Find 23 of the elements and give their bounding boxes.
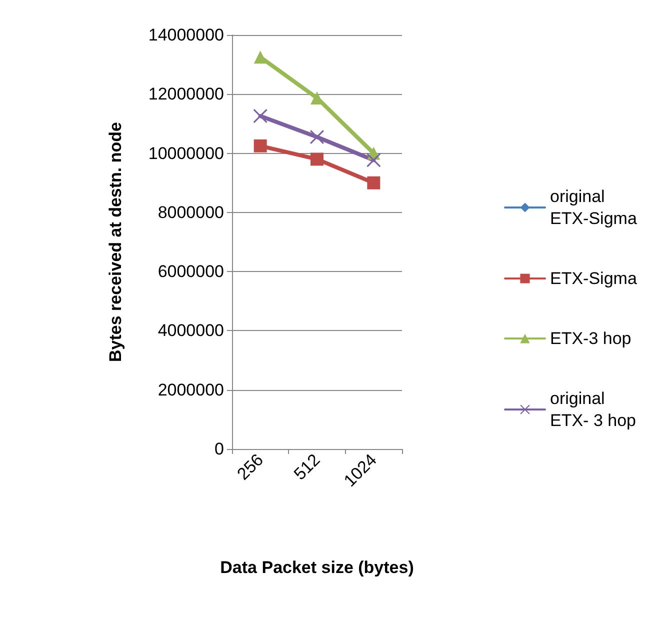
point bbox=[310, 130, 324, 144]
point bbox=[367, 176, 380, 190]
legend-label: original ETX-Sigma bbox=[550, 187, 638, 228]
point bbox=[310, 152, 324, 166]
y-tick-label: 2000000 bbox=[158, 380, 224, 400]
legend-label: ETX-3 hop bbox=[550, 329, 632, 348]
y-axis-title: Bytes received at destn. node bbox=[106, 122, 125, 362]
y-tick-label: 12000000 bbox=[148, 84, 224, 104]
y-tick-label: 14000000 bbox=[148, 26, 224, 44]
y-tick-label: 0 bbox=[214, 440, 224, 458]
y-tick-label: 6000000 bbox=[158, 262, 224, 282]
y-tick-label: 4000000 bbox=[158, 321, 224, 340]
x-tick-label: 256 bbox=[234, 450, 268, 484]
point bbox=[254, 50, 267, 64]
point bbox=[366, 153, 381, 168]
y-tick-label: 10000000 bbox=[148, 144, 224, 163]
legend-label: ETX-Sigma bbox=[550, 269, 638, 288]
legend-label: original ETX- 3 hop bbox=[550, 389, 636, 430]
x-axis-title: Data Packet size (bytes) bbox=[220, 558, 414, 577]
x-tick-label: 512 bbox=[290, 450, 324, 484]
y-tick-label: 8000000 bbox=[158, 202, 224, 222]
point bbox=[254, 139, 267, 152]
point bbox=[253, 109, 268, 124]
